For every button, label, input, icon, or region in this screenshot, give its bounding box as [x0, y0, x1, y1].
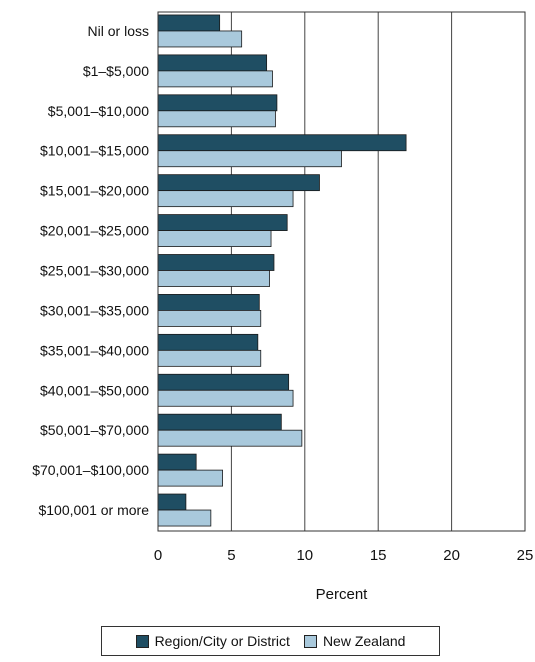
bars — [157, 14, 407, 527]
bar — [157, 214, 288, 231]
category-label: $20,001–$25,000 — [40, 223, 149, 239]
bar — [157, 294, 260, 311]
category-label: $1–$5,000 — [83, 63, 149, 79]
bar — [157, 110, 276, 128]
bar — [157, 230, 272, 247]
bar — [157, 70, 273, 88]
legend-label-new-zealand: New Zealand — [322, 633, 406, 649]
x-tick-label: 20 — [443, 547, 460, 564]
bar — [157, 14, 221, 32]
bar — [157, 493, 187, 511]
bar — [157, 150, 342, 168]
legend-swatch-new-zealand — [303, 634, 317, 648]
x-tick-label: 0 — [154, 547, 162, 564]
bar — [157, 373, 290, 391]
x-tick-label: 10 — [296, 547, 313, 564]
bar — [157, 310, 262, 327]
bar — [157, 429, 303, 447]
category-label: Nil or loss — [88, 23, 149, 39]
category-label: $25,001–$30,000 — [40, 263, 149, 279]
category-label: $5,001–$10,000 — [48, 103, 149, 119]
legend: Region/City or District New Zealand — [101, 626, 440, 656]
bar — [157, 509, 212, 527]
bar — [157, 270, 270, 287]
category-label: $15,001–$20,000 — [40, 183, 149, 199]
category-label: $50,001–$70,000 — [40, 422, 149, 438]
bar — [157, 30, 243, 48]
x-tick-label: 15 — [370, 547, 387, 564]
x-axis-title: Percent — [316, 586, 369, 603]
plot-frame — [157, 11, 526, 532]
bar — [157, 333, 259, 351]
bar — [157, 254, 275, 271]
category-label: $40,001–$50,000 — [40, 382, 149, 398]
tick-labels: 0 5 10 15 20 25 — [154, 547, 534, 564]
bar — [157, 413, 282, 431]
category-label: $100,001 or more — [38, 502, 149, 518]
bar — [157, 134, 407, 152]
bar — [157, 190, 294, 208]
legend-swatch-region — [135, 634, 149, 648]
bar — [157, 94, 278, 112]
bar — [157, 469, 223, 487]
category-label: $10,001–$15,000 — [40, 143, 149, 159]
category-label: $35,001–$40,000 — [40, 342, 149, 358]
bar — [157, 389, 294, 407]
x-tick-label: 5 — [227, 547, 235, 564]
bar — [157, 349, 262, 367]
bar — [157, 453, 197, 471]
legend-label-region: Region/City or District — [154, 633, 290, 649]
x-tick-label: 25 — [517, 547, 534, 564]
legend-item-new-zealand: New Zealand — [303, 633, 406, 649]
category-label: $70,001–$100,000 — [32, 462, 149, 478]
bar — [157, 174, 320, 192]
bar — [157, 54, 268, 72]
category-label: $30,001–$35,000 — [40, 302, 149, 318]
category-labels: Nil or loss $1–$5,000 $5,001–$10,000 $10,00… — [32, 23, 149, 518]
legend-item-region: Region/City or District — [135, 633, 290, 649]
